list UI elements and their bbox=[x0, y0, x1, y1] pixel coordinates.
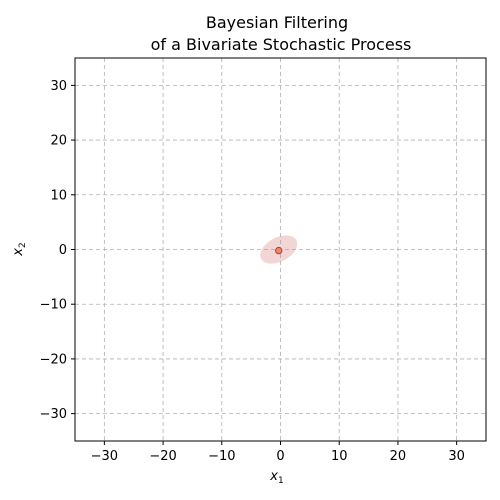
y-tick-label: 0 bbox=[59, 243, 67, 258]
y-tick-label: 10 bbox=[50, 188, 67, 203]
x-tick-label: 20 bbox=[390, 449, 407, 464]
x-tick-label: 0 bbox=[276, 449, 284, 464]
y-tick-label: 30 bbox=[50, 79, 67, 94]
x-tick-label: 10 bbox=[331, 449, 348, 464]
plot-data bbox=[260, 235, 298, 264]
x-axis-label: x1 bbox=[269, 469, 283, 486]
x-tick-label: −20 bbox=[149, 449, 176, 464]
ticks: −30 −20 −10 0 10 20 30 −30 −20 −10 0 10 20 30 bbox=[40, 79, 465, 464]
x-tick-label: −10 bbox=[208, 449, 235, 464]
x-tick-label: 30 bbox=[448, 449, 465, 464]
y-tick-label: −10 bbox=[40, 298, 67, 313]
y-axis-label-sub: 2 bbox=[18, 242, 28, 248]
y-tick-label: −20 bbox=[40, 352, 67, 367]
state-estimate-point bbox=[275, 246, 283, 255]
y-axis-label: x2 bbox=[11, 242, 28, 256]
x-axis-label-base: x bbox=[269, 469, 278, 484]
chart-title-line-1: Bayesian Filtering bbox=[206, 13, 348, 32]
y-axis-label-base: x bbox=[11, 248, 26, 257]
x-tick-label: −30 bbox=[91, 449, 118, 464]
y-tick-label: −30 bbox=[40, 407, 67, 422]
y-tick-label: 20 bbox=[50, 134, 67, 149]
x-axis-label-sub: 1 bbox=[278, 476, 284, 486]
chart-title-line-2: of a Bivariate Stochastic Process bbox=[151, 35, 412, 54]
